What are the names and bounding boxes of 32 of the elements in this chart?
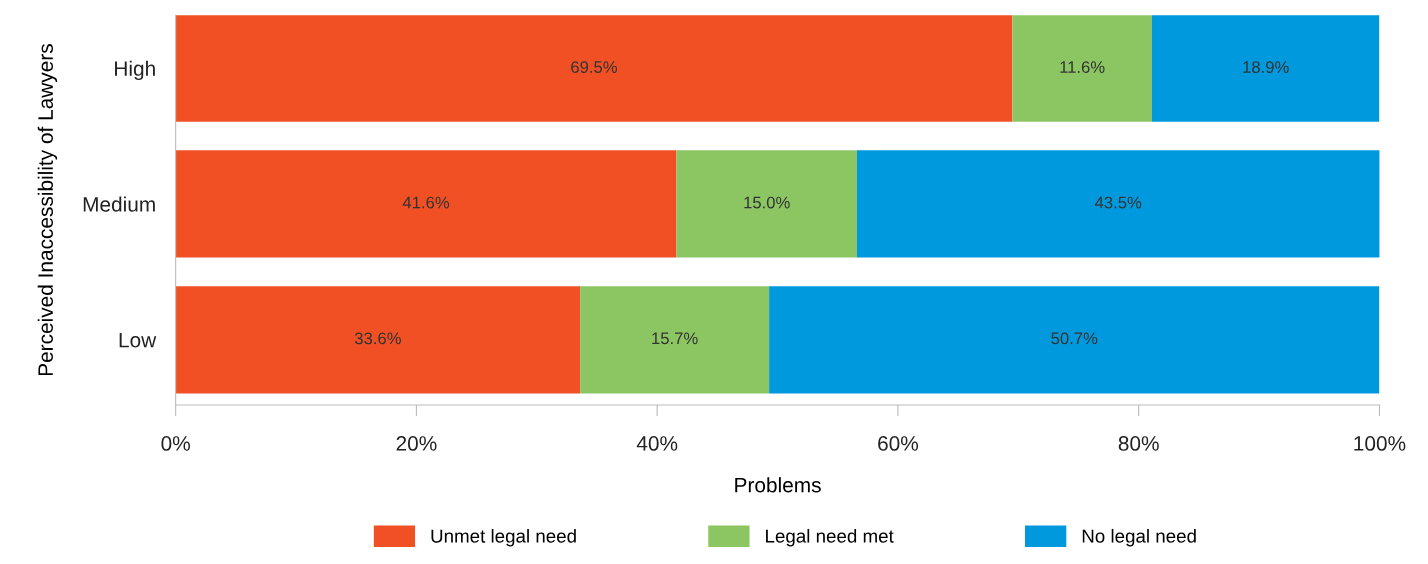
x-tick-label: 20% [396, 436, 437, 451]
data-label: 50.7% [1051, 332, 1098, 345]
y-axis-title: Perceived Inaccessibility of Lawyers [37, 44, 58, 376]
bar [1151, 15, 1380, 122]
data-label: 11.6% [1060, 61, 1105, 73]
data-label: 69.5% [571, 61, 617, 73]
x-tick-label: 40% [636, 436, 678, 451]
y-tick-label: Low [119, 332, 157, 348]
bar [769, 286, 1380, 394]
legend-label: Unmet legal need [431, 528, 576, 547]
y-tick-label: High [115, 60, 155, 81]
bar [580, 286, 770, 394]
data-label: 15.7% [652, 332, 698, 345]
legend-label: No legal need [1082, 528, 1196, 547]
data-label: 43.5% [1094, 196, 1142, 209]
data-label: 41.6% [402, 196, 450, 209]
data-label: 33.6% [354, 332, 401, 345]
bar [175, 15, 1013, 122]
y-tick-label: Medium [83, 196, 155, 212]
bar [175, 150, 677, 258]
x-tick-label: 0% [161, 436, 190, 451]
legend-label: Legal need met [766, 528, 894, 547]
data-label: 18.9% [1243, 61, 1289, 73]
bar [1012, 15, 1152, 122]
x-tick-label: 60% [878, 436, 919, 451]
x-axis-title: Problems [735, 477, 821, 493]
data-label: 15.0% [744, 196, 790, 209]
bar [857, 150, 1380, 258]
bar [175, 286, 581, 394]
x-tick-label: 100% [1354, 436, 1406, 451]
bar [676, 150, 857, 258]
x-tick-label: 80% [1118, 436, 1159, 451]
